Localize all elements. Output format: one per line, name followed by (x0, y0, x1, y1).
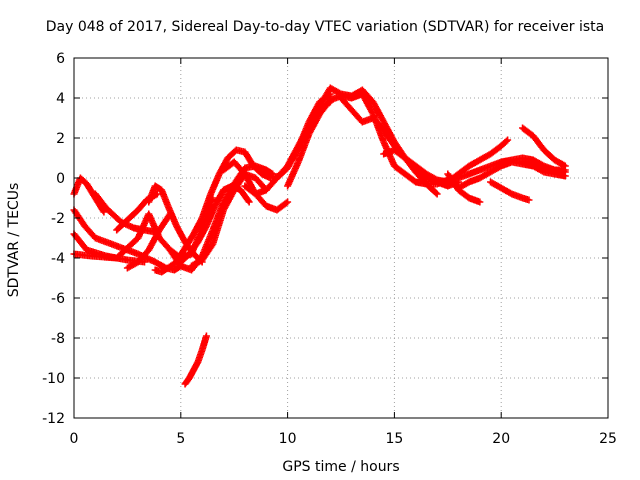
y-tick-label: 6 (56, 51, 65, 67)
data-series-track-8 (123, 210, 174, 272)
data-point (202, 332, 210, 340)
data-points (70, 84, 569, 388)
data-point (432, 189, 440, 197)
data-point (561, 172, 569, 180)
data-series-track-12 (187, 170, 270, 270)
x-tick-label: 15 (385, 431, 403, 447)
data-series-track-20 (444, 170, 484, 206)
data-point (561, 162, 569, 170)
data-point (560, 161, 568, 169)
data-point (476, 198, 484, 206)
x-tick-label: 20 (492, 431, 510, 447)
data-series-track-5 (91, 190, 159, 236)
data-series-track-23 (519, 124, 569, 170)
y-tick-label: -4 (51, 251, 65, 267)
data-point (504, 136, 512, 144)
y-tick-label: 4 (56, 91, 65, 107)
x-tick-label: 10 (279, 431, 297, 447)
data-point (284, 198, 292, 206)
axis-ticks: 0 5 10 15 20 25 -12 -10 -8 -6 -4 -2 0 2 4 6 (42, 51, 617, 447)
data-series-track-15 (181, 332, 210, 388)
y-tick-label: 2 (56, 131, 65, 147)
data-series-track-22 (487, 178, 533, 204)
y-tick-label: -10 (42, 371, 65, 387)
data-point (244, 197, 252, 205)
y-axis-label: SDTVAR / TECUs (6, 183, 22, 298)
x-axis-label: GPS time / hours (282, 459, 399, 475)
data-point (269, 170, 277, 178)
data-point (282, 199, 290, 207)
data-point (165, 211, 173, 219)
x-tick-label: 25 (599, 431, 617, 447)
x-tick-label: 5 (176, 431, 185, 447)
y-tick-label: -12 (42, 411, 65, 427)
data-point (140, 258, 148, 266)
data-point (245, 198, 253, 206)
y-tick-label: 0 (56, 171, 65, 187)
y-tick-label: -2 (51, 211, 65, 227)
data-point (433, 190, 441, 198)
data-point (502, 137, 510, 145)
data-point (525, 196, 533, 204)
y-tick-label: -8 (51, 331, 65, 347)
x-tick-label: 0 (70, 431, 79, 447)
chart-title: Day 048 of 2017, Sidereal Day-to-day VTE… (46, 19, 604, 35)
data-point (166, 210, 174, 218)
y-tick-label: -6 (51, 291, 65, 307)
data-series-track-24 (519, 158, 569, 180)
data-series-track-19 (380, 136, 512, 186)
plot-frame (73, 57, 609, 419)
data-series-track-2 (70, 206, 185, 274)
grid-lines (74, 58, 608, 418)
data-point (208, 241, 216, 249)
data-series-track-11 (177, 182, 253, 266)
